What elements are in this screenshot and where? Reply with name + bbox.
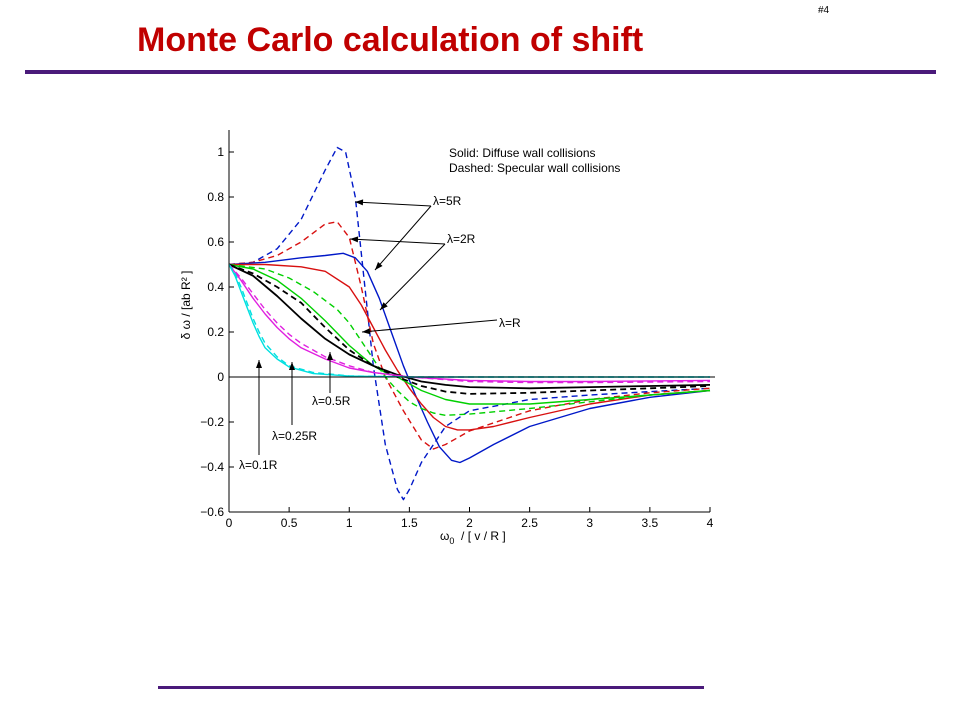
- x-tick-label: 3: [586, 516, 593, 530]
- series-layer: [228, 146, 711, 501]
- annotation-lambda-0-25r: λ=0.25R: [272, 429, 317, 443]
- y-axis-label: δ ω / [ab R² ]: [179, 271, 193, 340]
- y-tick-label: 0.2: [207, 325, 224, 339]
- series-line-green-dashed-4: [228, 263, 711, 416]
- y-tick-label: −0.6: [200, 505, 224, 519]
- series-line-black-dashed-6: [228, 263, 711, 395]
- series-line-cyan-solid-11: [228, 264, 710, 378]
- x-tick-label: 0.5: [281, 516, 298, 530]
- legend-entry-specular: Dashed: Specular wall collisions: [449, 161, 620, 175]
- y-tick-label: 0.8: [207, 190, 224, 204]
- series-line-green-solid-5: [228, 263, 711, 405]
- x-tick-label: 0: [226, 516, 233, 530]
- series-line-magenta-solid-9: [228, 264, 711, 383]
- series-line-cyan-dashed-10: [228, 264, 710, 378]
- arrow-lambda-5r-diffuse: [374, 205, 432, 271]
- arrow-lambda-r: [361, 319, 498, 335]
- x-tick-label: 1: [346, 516, 353, 530]
- series-line-red-solid-3: [229, 263, 711, 431]
- axes-layer: 0 0.5 1 1.5 2 2.5 3 3.5 4 −0.6 −0.4 −0.2 0 0.2 0.4 0.6 0…: [200, 130, 715, 530]
- arrow-lambda-0-1r: [256, 360, 262, 455]
- x-tick-label: 2.5: [521, 516, 538, 530]
- x-tick-label: 2: [466, 516, 473, 530]
- arrow-lambda-2r-specular: [349, 236, 446, 245]
- y-tick-label: 0.4: [207, 280, 224, 294]
- x-tick-label: 1.5: [401, 516, 418, 530]
- annotation-lambda-2r: λ=2R: [447, 232, 476, 246]
- arrow-lambda-2r-diffuse: [379, 243, 446, 311]
- arrow-lambda-0-25r: [289, 362, 295, 425]
- series-line-red-dashed-1: [228, 221, 711, 450]
- slide-title: Monte Carlo calculation of shift: [137, 21, 644, 59]
- annotation-lambda-r: λ=R: [499, 316, 521, 330]
- series-line-magenta-dashed-8: [228, 264, 711, 384]
- x-tick-label: 4: [707, 516, 714, 530]
- bottom-divider: [158, 686, 704, 689]
- series-line-blue-dashed-0: [228, 146, 711, 501]
- x-axis-label-rest: / [ v / R ]: [454, 529, 505, 543]
- y-tick-label: 0: [217, 370, 224, 384]
- annotation-layer: [256, 199, 498, 455]
- slide-number: #4: [818, 5, 830, 16]
- annotation-lambda-0-5r: λ=0.5R: [312, 394, 351, 408]
- y-tick-label: −0.2: [200, 415, 224, 429]
- legend-entry-diffuse: Solid: Diffuse wall collisions: [449, 146, 596, 160]
- arrow-lambda-5r-specular: [354, 199, 432, 207]
- x-axis-label: ω0 / [ v / R ]: [440, 529, 506, 546]
- annotation-lambda-0-1r: λ=0.1R: [239, 458, 278, 472]
- y-tick-label: −0.4: [200, 460, 224, 474]
- arrow-lambda-0-5r: [327, 352, 333, 393]
- top-divider: [25, 70, 936, 74]
- x-axis-label-sub: 0: [449, 536, 454, 546]
- x-tick-label: 3.5: [642, 516, 659, 530]
- y-tick-label: 1: [217, 145, 224, 159]
- x-axis-label-main: ω: [440, 529, 449, 543]
- y-tick-label: 0.6: [207, 235, 224, 249]
- annotation-lambda-5r: λ=5R: [433, 194, 462, 208]
